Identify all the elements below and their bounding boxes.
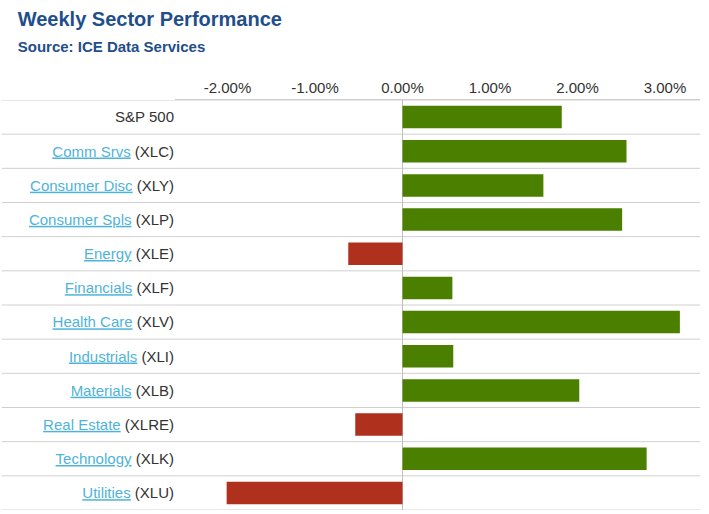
svg-text:3.00%: 3.00% (644, 79, 687, 96)
svg-text:Comm Srvs (XLC): Comm Srvs (XLC) (52, 143, 174, 160)
svg-text:Utilities (XLU): Utilities (XLU) (82, 484, 174, 501)
svg-text:Health Care (XLV): Health Care (XLV) (53, 313, 174, 330)
svg-text:Industrials (XLI): Industrials (XLI) (69, 348, 174, 365)
svg-text:Real Estate (XLRE): Real Estate (XLRE) (43, 416, 174, 433)
svg-text:Materials (XLB): Materials (XLB) (71, 382, 174, 399)
svg-text:2.00%: 2.00% (556, 79, 599, 96)
svg-text:Financials (XLF): Financials (XLF) (65, 279, 174, 296)
svg-text:Consumer Disc (XLY): Consumer Disc (XLY) (30, 177, 174, 194)
svg-text:Weekly Sector PerformanceSourc: Weekly Sector PerformanceSource: ICE Dat… (18, 8, 282, 55)
svg-text:Technology (XLK): Technology (XLK) (56, 450, 174, 467)
svg-text:Consumer Spls (XLP): Consumer Spls (XLP) (29, 211, 174, 228)
svg-text:S&P 500: S&P 500 (115, 108, 174, 125)
svg-text:-1.00%: -1.00% (291, 79, 339, 96)
svg-text:Energy (XLE): Energy (XLE) (84, 245, 174, 262)
svg-text:1.00%: 1.00% (469, 79, 512, 96)
svg-text:-2.00%: -2.00% (204, 79, 252, 96)
svg-text:0.00%: 0.00% (381, 79, 424, 96)
